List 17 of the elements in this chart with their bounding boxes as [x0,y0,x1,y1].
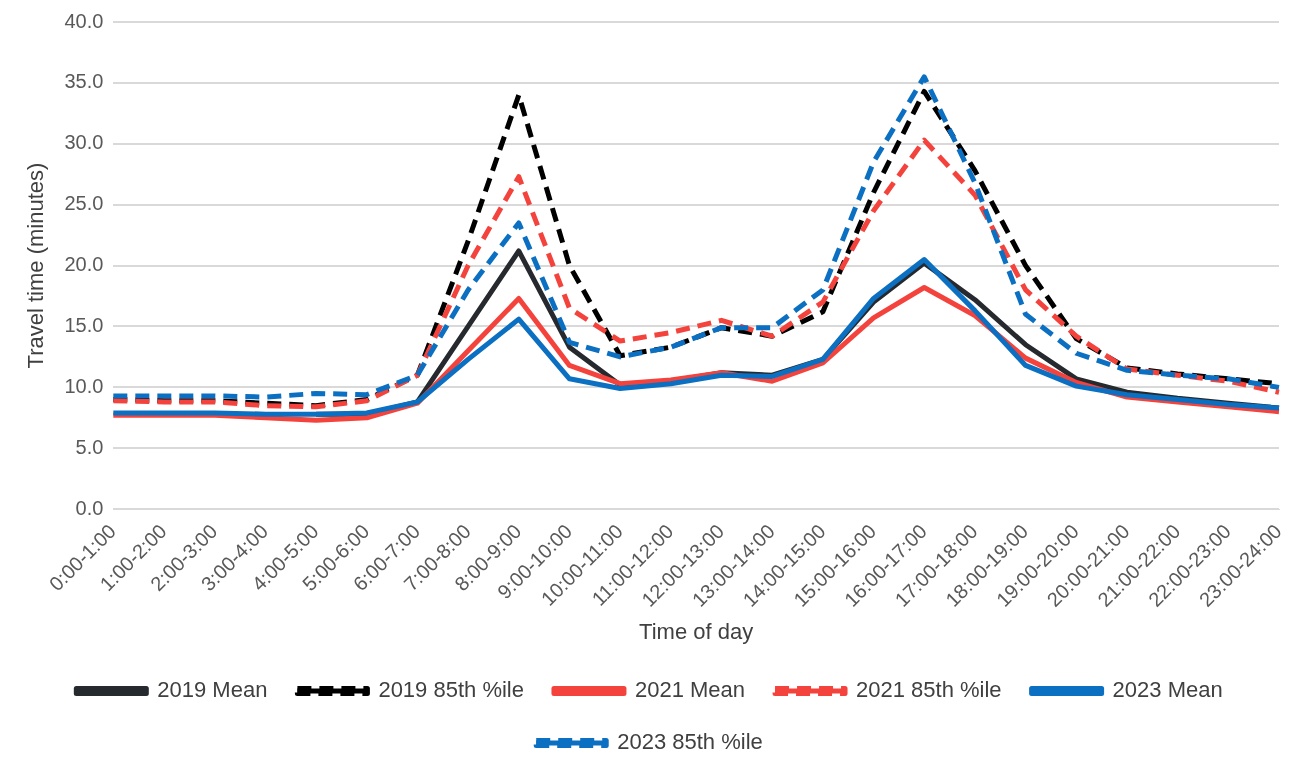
y-axis-title: Travel time (minutes) [23,162,49,369]
y-tick-label: 25.0 [64,192,104,215]
legend-label: 2021 85th %ile [856,677,1002,703]
legend-label: 2019 85th %ile [378,677,524,703]
y-tick-label: 35.0 [64,70,104,93]
y-tick-label: 5.0 [75,435,104,458]
y-tick-label: 0.0 [75,496,104,519]
y-tick-label: 40.0 [64,9,104,32]
y-tick-label: 10.0 [64,374,104,397]
y-tick-label: 30.0 [64,131,104,154]
x-axis-title: Time of day [639,618,754,644]
legend-label: 2021 Mean [634,677,746,703]
y-tick-label: 15.0 [64,313,104,336]
legend-label: 2023 85th %ile [617,729,763,755]
y-tick-label: 20.0 [64,253,104,276]
legend-label: 2019 Mean [157,677,268,703]
legend-label: 2023 Mean [1112,677,1223,703]
